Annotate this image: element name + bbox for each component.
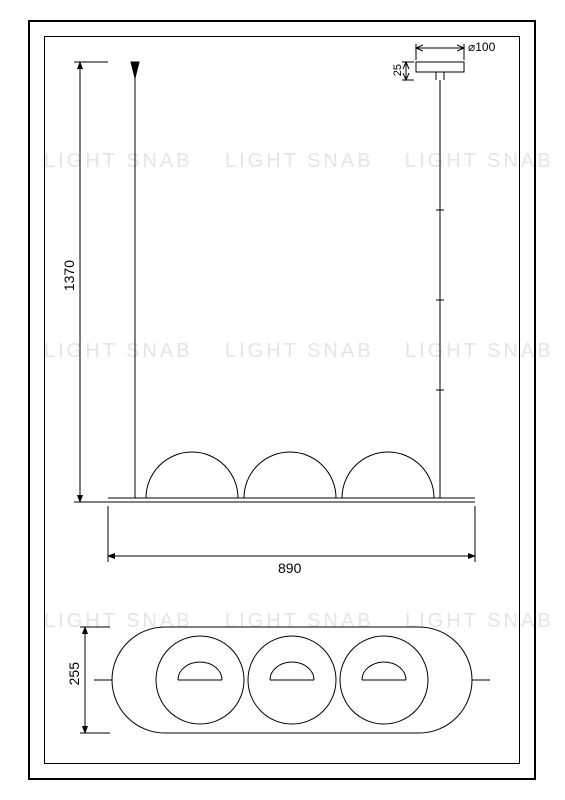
- side-view: [108, 62, 475, 502]
- top-view: [94, 627, 490, 733]
- dim-height-label: 1370: [61, 260, 77, 291]
- dim-canopy-h-label: 25: [392, 64, 404, 76]
- dim-width-label: 890: [278, 560, 301, 576]
- dimensions: [74, 44, 475, 733]
- dim-canopy-dia-label: ⌀100: [468, 40, 495, 54]
- dim-depth-label: 255: [66, 662, 82, 685]
- technical-drawing: [0, 0, 565, 800]
